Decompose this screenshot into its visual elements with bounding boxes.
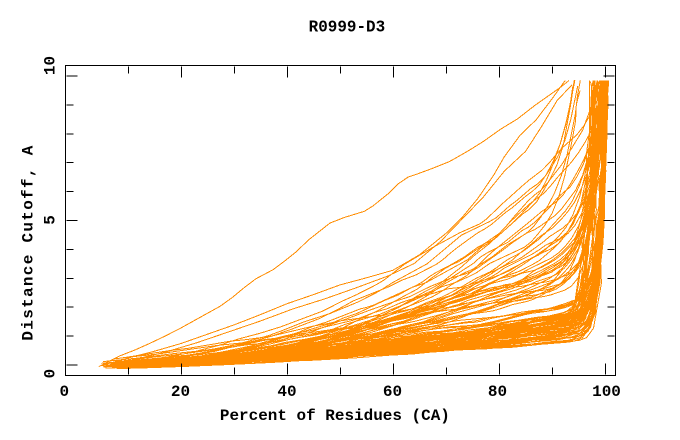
svg-text:Distance Cutoff, A: Distance Cutoff, A (19, 144, 37, 340)
svg-text:Percent of Residues (CA): Percent of Residues (CA) (220, 407, 450, 425)
svg-text:60: 60 (383, 383, 402, 401)
svg-text:80: 80 (488, 383, 507, 401)
svg-text:5: 5 (42, 215, 60, 225)
svg-text:20: 20 (171, 383, 190, 401)
svg-text:40: 40 (277, 383, 296, 401)
svg-text:R0999-D3: R0999-D3 (309, 18, 386, 37)
svg-text:10: 10 (42, 56, 60, 75)
svg-text:0: 0 (42, 369, 60, 379)
svg-text:100: 100 (592, 383, 621, 401)
svg-text:0: 0 (59, 383, 69, 401)
